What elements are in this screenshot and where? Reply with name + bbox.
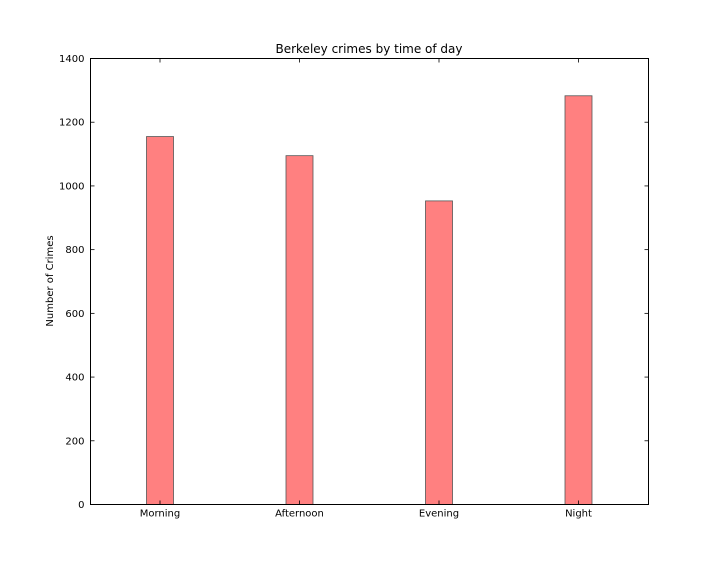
y-tick-label-0: 0 — [78, 500, 84, 511]
bar-night — [564, 95, 593, 505]
x-tick-label-evening: Evening — [419, 509, 459, 520]
y-axis-label: Number of Crimes — [45, 235, 56, 326]
plot-frame — [90, 58, 649, 505]
y-tick-label-600: 600 — [65, 309, 84, 320]
y-tick-label-400: 400 — [65, 373, 84, 384]
y-tick-label-1400: 1400 — [59, 54, 84, 65]
bar-afternoon — [285, 155, 314, 505]
bar-evening — [425, 200, 453, 505]
y-tick-label-1000: 1000 — [59, 181, 84, 192]
x-tick-label-night: Night — [565, 509, 592, 520]
y-tick-label-800: 800 — [65, 245, 84, 256]
y-tick-label-1200: 1200 — [59, 118, 84, 129]
ticks-group: Morning Afternoon Evening Night 0 200 400 600 80… — [59, 54, 649, 520]
bars-group — [146, 95, 593, 505]
y-tick-label-200: 200 — [65, 436, 84, 447]
x-tick-label-afternoon: Afternoon — [275, 509, 324, 520]
x-tick-label-morning: Morning — [140, 509, 180, 520]
bar-morning — [146, 136, 174, 505]
chart-title: Berkeley crimes by time of day — [275, 42, 462, 56]
